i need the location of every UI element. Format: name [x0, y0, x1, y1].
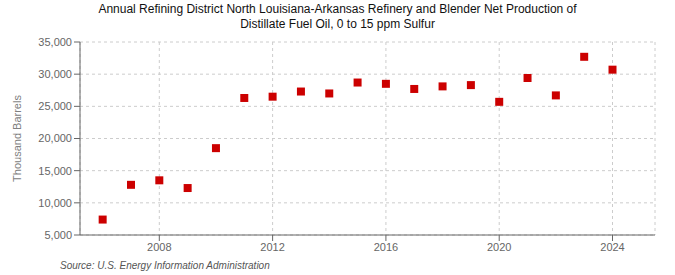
svg-text:15,000: 15,000 — [38, 165, 72, 177]
svg-text:25,000: 25,000 — [38, 100, 72, 112]
svg-text:20,000: 20,000 — [38, 132, 72, 144]
html-text:Distillate Fuel Oil, 0 to 15 p: Distillate Fuel Oil, 0 to 15 ppm Sulfur — [240, 17, 435, 31]
svg-text:10,000: 10,000 — [38, 197, 72, 209]
svg-text:2012: 2012 — [260, 241, 284, 253]
svg-text:2008: 2008 — [147, 241, 171, 253]
html-text:Annual Refining District North: Annual Refining District North Louisiana… — [98, 2, 577, 16]
svg-text:2024: 2024 — [600, 241, 624, 253]
svg-text:2020: 2020 — [487, 241, 511, 253]
html-text:Source: U.S. Energy Informatio: Source: U.S. Energy Information Administ… — [60, 260, 270, 271]
svg-text:30,000: 30,000 — [38, 68, 72, 80]
svg-text:5,000: 5,000 — [44, 229, 72, 241]
svg-text:35,000: 35,000 — [38, 36, 72, 48]
svg-text:Thousand Barrels: Thousand Barrels — [11, 95, 23, 182]
svg-text:2016: 2016 — [374, 241, 398, 253]
